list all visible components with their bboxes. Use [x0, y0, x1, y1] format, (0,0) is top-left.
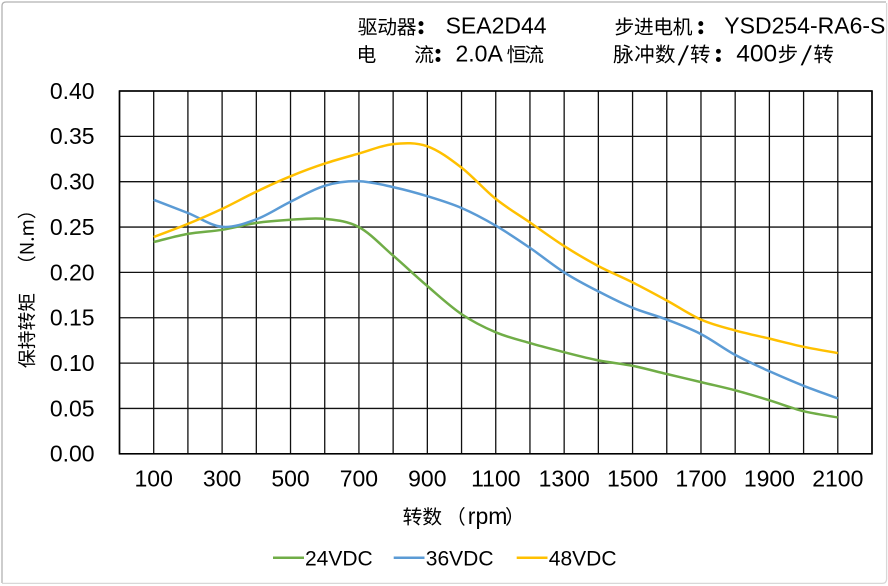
- svg-text:0.30: 0.30: [50, 169, 95, 195]
- svg-text:0.40: 0.40: [50, 78, 95, 104]
- svg-text:1500: 1500: [607, 465, 658, 491]
- svg-text:0.35: 0.35: [50, 123, 95, 149]
- svg-text:1900: 1900: [744, 465, 795, 491]
- svg-text:100: 100: [135, 465, 173, 491]
- svg-text:2100: 2100: [812, 465, 863, 491]
- svg-text:2.0A: 2.0A: [456, 40, 504, 66]
- svg-text:700: 700: [340, 465, 378, 491]
- svg-text:0.15: 0.15: [50, 305, 95, 331]
- svg-text:1300: 1300: [539, 465, 590, 491]
- svg-text:1100: 1100: [471, 465, 520, 491]
- svg-text:0.25: 0.25: [50, 214, 95, 240]
- svg-text:900: 900: [408, 465, 446, 491]
- svg-text:YSD254-RA6-S: YSD254-RA6-S: [724, 13, 885, 39]
- svg-text:36VDC: 36VDC: [426, 547, 494, 570]
- svg-text:0.00: 0.00: [50, 441, 95, 467]
- svg-text:1700: 1700: [675, 465, 726, 491]
- svg-text:48VDC: 48VDC: [549, 547, 617, 570]
- svg-text:0.05: 0.05: [50, 395, 95, 421]
- svg-text:rpm: rpm: [468, 503, 508, 529]
- svg-text:24VDC: 24VDC: [305, 547, 373, 570]
- svg-text:300: 300: [203, 465, 241, 491]
- svg-text:0.10: 0.10: [50, 350, 95, 376]
- svg-text:0.20: 0.20: [50, 259, 95, 285]
- svg-text:400: 400: [736, 40, 777, 67]
- svg-text:500: 500: [271, 465, 309, 491]
- svg-text:SEA2D44: SEA2D44: [446, 13, 547, 39]
